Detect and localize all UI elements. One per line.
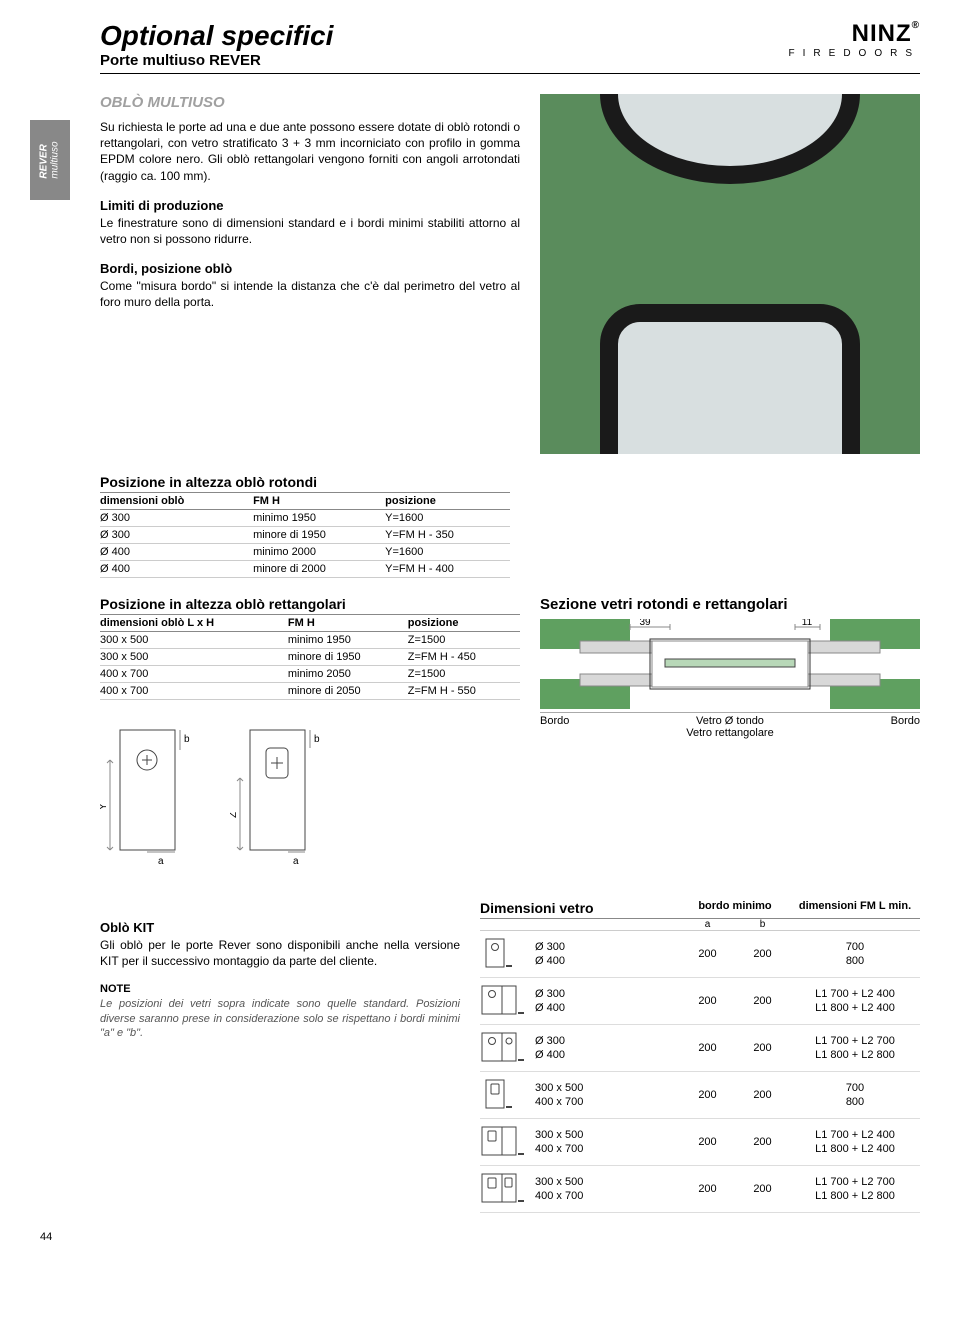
lbl-bordo-r: Bordo — [891, 715, 920, 739]
dimtable-sub-b: b — [735, 919, 790, 930]
svg-text:b: b — [314, 734, 320, 745]
lbl-vetro2: Vetro rettangolare — [686, 727, 773, 739]
sidetab-l1: REVER — [39, 144, 50, 178]
table-rotondi: dimensioni oblòFM Hposizione Ø 300minimo… — [100, 493, 510, 578]
svg-text:a: a — [158, 856, 164, 867]
table-row: 400 x 700minimo 2050Z=1500 — [100, 666, 520, 683]
dimtable-col-bordo: bordo minimo — [680, 900, 790, 916]
dim-row: 300 x 500400 x 700200200L1 700 + L2 700L… — [480, 1166, 920, 1213]
page-subtitle: Porte multiuso REVER — [100, 52, 333, 69]
intro-p3: Come "misura bordo" si intende la distan… — [100, 278, 520, 310]
dim-row: Ø 300Ø 400200200L1 700 + L2 700L1 800 + … — [480, 1025, 920, 1072]
logo-reg: ® — [912, 20, 920, 31]
dim-row: Ø 300Ø 400200200L1 700 + L2 400L1 800 + … — [480, 978, 920, 1025]
table-row: 300 x 500minimo 1950Z=1500 — [100, 632, 520, 649]
section-title: Sezione vetri rotondi e rettangolari — [540, 596, 920, 613]
logo-main: NINZ — [852, 20, 912, 47]
product-photo — [540, 94, 920, 454]
page-header: Optional specifici Porte multiuso REVER … — [100, 20, 920, 74]
page-number: 44 — [40, 1231, 52, 1243]
dimtable-sub-a: a — [680, 919, 735, 930]
logo-sub: FIREDOORS — [789, 48, 920, 59]
kit-text: Gli oblò per le porte Rever sono disponi… — [100, 937, 460, 969]
table-rect-title: Posizione in altezza oblò rettangolari — [100, 596, 520, 615]
table-row: 400 x 700minore di 2050Z=FM H - 550 — [100, 683, 520, 700]
svg-text:Z: Z — [230, 812, 239, 818]
intro-p1: Su richiesta le porte ad una e due ante … — [100, 119, 520, 184]
svg-text:a: a — [293, 856, 299, 867]
table-rettangolari: dimensioni oblò L x HFM Hposizione 300 x… — [100, 615, 520, 700]
dimtable-title: Dimensioni vetro — [480, 900, 680, 916]
lbl-vetro1: Vetro Ø tondo — [696, 715, 764, 727]
note-text: Le posizioni dei vetri sopra indicate so… — [100, 997, 460, 1040]
table-row: Ø 300minimo 1950Y=1600 — [100, 510, 510, 527]
svg-text:Y: Y — [100, 803, 109, 810]
table-row: Ø 400minore di 2000Y=FM H - 400 — [100, 561, 510, 578]
dim-row: Ø 300Ø 400200200700800 — [480, 931, 920, 978]
dim-row: 300 x 500400 x 700200200700800 — [480, 1072, 920, 1119]
side-tab: REVERmultiuso — [30, 120, 70, 200]
intro-h2: Limiti di produzione — [100, 198, 520, 213]
intro-heading: OBLÒ MULTIUSO — [100, 94, 520, 111]
table-rot-title: Posizione in altezza oblò rotondi — [100, 474, 510, 493]
intro-h3: Bordi, posizione oblò — [100, 261, 520, 276]
dimtable-col-fml: dimensioni FM L min. — [790, 900, 920, 916]
table-row: Ø 400minimo 2000Y=1600 — [100, 544, 510, 561]
lbl-bordo-l: Bordo — [540, 715, 569, 739]
page-title: Optional specifici — [100, 20, 333, 52]
kit-title: Oblò KIT — [100, 920, 460, 935]
table-row: 300 x 500minore di 1950Z=FM H - 450 — [100, 649, 520, 666]
svg-text:39: 39 — [639, 619, 651, 628]
sidetab-l2: multiuso — [50, 141, 61, 178]
svg-text:b: b — [184, 734, 190, 745]
logo: NINZ® FIREDOORS — [789, 20, 920, 59]
section-diagram: 39 11 Bordo Vetro Ø tondoVetro rettangol… — [540, 619, 920, 739]
intro-p2: Le finestrature sono di dimensioni stand… — [100, 215, 520, 247]
svg-text:11: 11 — [802, 619, 813, 628]
dim-row: 300 x 500400 x 700200200L1 700 + L2 400L… — [480, 1119, 920, 1166]
door-diagrams: Y a b Z a b — [100, 720, 520, 870]
table-row: Ø 300minore di 1950Y=FM H - 350 — [100, 527, 510, 544]
note-head: NOTE — [100, 983, 460, 995]
